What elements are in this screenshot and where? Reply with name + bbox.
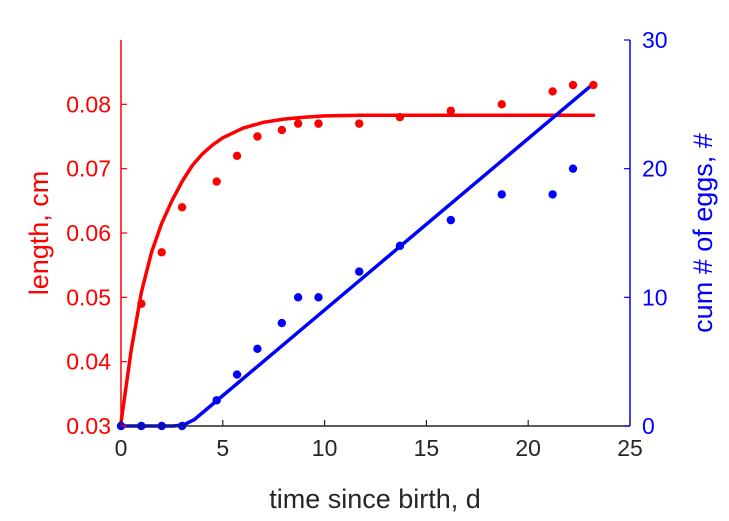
length-data-point: [446, 106, 456, 115]
length-data-point: [497, 100, 506, 109]
y-left-tick-label: 0.07: [66, 156, 111, 182]
length-data-point: [293, 119, 303, 128]
length-data-point: [548, 87, 557, 96]
y-left-tick-label: 0.08: [66, 91, 111, 117]
x-tick-label: 5: [216, 435, 229, 461]
length-data-point: [137, 299, 146, 308]
eggs-data-point: [293, 293, 303, 302]
eggs-data-point: [232, 370, 242, 379]
length-data-point: [395, 113, 405, 122]
y-left-tick-label: 0.06: [66, 220, 111, 246]
y-right-axis-label: cum # of eggs, #: [688, 133, 718, 333]
y-right-tick-label: 20: [642, 156, 668, 182]
length-data-point: [232, 151, 242, 160]
eggs-data-point: [355, 267, 364, 276]
y-left-tick-label: 0.04: [66, 349, 111, 375]
eggs-data-point: [446, 215, 456, 225]
y-left-tick-label: 0.05: [66, 284, 111, 310]
ticks-layer: 0 5 10 15 20 25 0.03 0.04 0.05 0.06 0.07 0.08 0 10 20 3…: [66, 27, 667, 461]
y-right-tick-label: 10: [642, 284, 668, 310]
length-fit-curve: [119, 113, 596, 425]
eggs-data-point: [212, 396, 221, 405]
eggs-data-point: [548, 190, 557, 199]
x-tick-label: 0: [115, 435, 128, 461]
length-data-point: [568, 80, 578, 90]
length-data-point: [212, 177, 221, 186]
x-tick-label: 15: [414, 435, 440, 461]
x-tick-label: 25: [617, 435, 643, 461]
eggs-data-point: [253, 344, 262, 353]
eggs-data-point: [395, 241, 405, 251]
y-right-tick-label: 30: [642, 27, 668, 53]
eggs-data-point: [497, 190, 506, 199]
length-points-layer: [137, 80, 598, 308]
y-left-axis-label: length, cm: [24, 171, 54, 296]
length-data-point: [589, 80, 598, 90]
x-tick-label: 10: [312, 435, 338, 461]
eggs-data-point: [277, 318, 287, 328]
y-left-tick-label: 0.03: [66, 413, 111, 439]
eggs-data-point: [314, 293, 323, 302]
y-right-tick-label: 0: [642, 413, 655, 439]
length-data-point: [277, 125, 287, 135]
x-axis-label: time since birth, d: [269, 484, 481, 514]
eggs-data-point: [568, 164, 578, 173]
length-curve-layer: [119, 113, 596, 425]
length-data-point: [177, 203, 187, 212]
length-data-point: [253, 132, 262, 141]
length-data-point: [157, 248, 166, 257]
x-tick-label: 20: [515, 435, 541, 461]
length-data-point: [314, 119, 323, 128]
length-data-point: [355, 119, 364, 128]
